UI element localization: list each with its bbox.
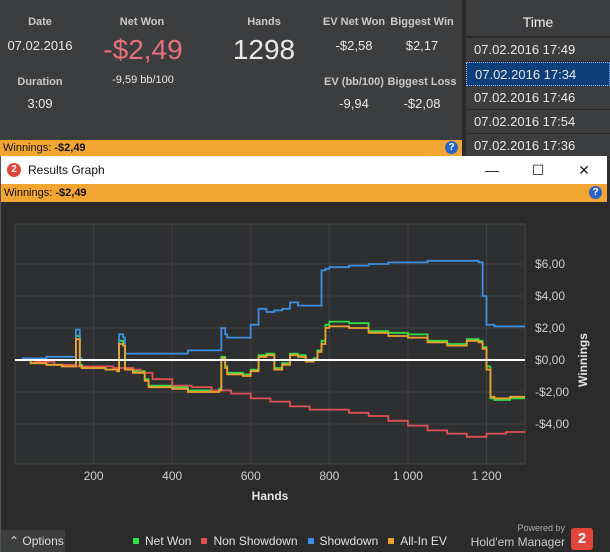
window-titlebar[interactable]: 2 Results Graph — ☐ ✕ bbox=[1, 156, 607, 184]
powered-by-branding: Powered by Hold'em Manager 2 bbox=[471, 522, 601, 552]
close-button[interactable]: ✕ bbox=[578, 162, 590, 178]
hm2-logo-icon: 2 bbox=[571, 528, 593, 550]
legend-swatch bbox=[201, 538, 208, 544]
winnings-value: -$2,49 bbox=[54, 142, 86, 154]
brand-name: Hold'em Manager bbox=[470, 535, 565, 549]
help-icon[interactable]: ? bbox=[589, 186, 602, 199]
y-tick-label: $6,00 bbox=[535, 257, 565, 271]
ev-net-won-value: -$2,58 bbox=[335, 38, 373, 53]
ev-net-won-label: EV Net Won bbox=[322, 16, 386, 28]
legend-label: Net Won bbox=[145, 534, 192, 548]
legend-swatch bbox=[388, 538, 395, 544]
winnings-bar-top: Winnings: -$2,49 ? bbox=[0, 140, 462, 156]
app-logo-icon: 2 bbox=[7, 163, 21, 177]
biggest-loss-value: -$2,08 bbox=[403, 96, 441, 111]
results-graph-window: 2 Results Graph — ☐ ✕ Winnings: -$2,49 ?… bbox=[0, 156, 607, 552]
legend-item-non-showdown[interactable]: Non Showdown bbox=[201, 533, 298, 549]
ev-bb-value: -9,94 bbox=[339, 96, 369, 111]
minimize-button[interactable]: — bbox=[485, 162, 499, 178]
maximize-button[interactable]: ☐ bbox=[531, 162, 545, 178]
y-tick-label: $2,00 bbox=[535, 321, 565, 335]
legend-swatch bbox=[133, 538, 139, 544]
x-tick-label: 800 bbox=[319, 469, 339, 483]
hands-value: 1298 bbox=[232, 34, 296, 65]
x-tick-label: 400 bbox=[162, 469, 182, 483]
legend-item-net-won[interactable]: Net Won bbox=[133, 533, 191, 549]
time-row[interactable]: 07.02.2016 17:46 bbox=[466, 86, 610, 110]
x-tick-label: 600 bbox=[241, 469, 261, 483]
legend-item-all-in-ev[interactable]: All-In EV bbox=[388, 533, 447, 549]
winnings-label: Winnings: bbox=[3, 142, 52, 154]
time-row[interactable]: 07.02.2016 17:36 bbox=[466, 134, 610, 158]
series-line-non-showdown bbox=[15, 359, 525, 438]
y-tick-label: $0,00 bbox=[535, 353, 565, 367]
x-tick-label: 200 bbox=[84, 469, 104, 483]
legend-item-showdown[interactable]: Showdown bbox=[307, 533, 379, 549]
time-column-header[interactable]: Time bbox=[466, 0, 610, 38]
chevron-up-icon: ⌃ bbox=[9, 534, 20, 548]
winnings-bar-graph: Winnings: -$2,49 ? bbox=[1, 184, 607, 202]
y-tick-label: $4,00 bbox=[535, 289, 565, 303]
series-line-all-in-ev bbox=[15, 325, 525, 400]
duration-value: 3:09 bbox=[27, 96, 53, 111]
date-value: 07.02.2016 bbox=[7, 38, 73, 53]
y-tick-label: -$4,00 bbox=[535, 417, 569, 431]
options-label: Options bbox=[22, 534, 64, 548]
date-label: Date bbox=[28, 16, 52, 28]
legend-label: All-In EV bbox=[400, 534, 447, 548]
window-title: Results Graph bbox=[28, 163, 105, 177]
session-time-list: Time 07.02.2016 17:49 07.02.2016 17:34 0… bbox=[466, 0, 610, 160]
duration-label: Duration bbox=[17, 76, 63, 88]
x-tick-label: 1 200 bbox=[471, 469, 501, 483]
legend-label: Showdown bbox=[319, 534, 379, 548]
time-row-selected[interactable]: 07.02.2016 17:34 bbox=[466, 62, 610, 86]
net-won-label: Net Won bbox=[119, 16, 165, 28]
y-tick-label: -$2,00 bbox=[535, 385, 569, 399]
biggest-loss-label: Biggest Loss bbox=[387, 76, 457, 88]
hands-label: Hands bbox=[247, 16, 281, 28]
y-axis-title: Winnings bbox=[576, 333, 590, 387]
time-row[interactable]: 07.02.2016 17:54 bbox=[466, 110, 610, 134]
winnings-label: Winnings: bbox=[4, 187, 53, 199]
biggest-win-label: Biggest Win bbox=[390, 16, 454, 28]
legend-label: Non Showdown bbox=[213, 534, 298, 548]
x-tick-label: 1 000 bbox=[393, 469, 423, 483]
x-axis-title: Hands bbox=[252, 489, 289, 503]
biggest-win-value: $2,17 bbox=[405, 38, 439, 53]
results-line-chart: 200 400 600 800 1 000 1 200 $6,00 $4,00 $2,00 $0,… bbox=[14, 223, 590, 503]
help-icon[interactable]: ? bbox=[445, 141, 458, 154]
session-stats-panel: Date 07.02.2016 Net Won -$2,49 -9,59 bb/… bbox=[0, 0, 462, 140]
options-button[interactable]: ⌃ Options bbox=[1, 530, 65, 552]
net-won-bb-value: -9,59 bb/100 bbox=[112, 74, 174, 86]
chart-legend: Net Won Non Showdown Showdown All-In EV bbox=[133, 533, 457, 549]
winnings-value: -$2,49 bbox=[55, 187, 87, 199]
ev-bb-label: EV (bb/100) bbox=[324, 76, 384, 88]
net-won-value: -$2,49 bbox=[103, 34, 183, 65]
time-row[interactable]: 07.02.2016 17:49 bbox=[466, 38, 610, 62]
legend-swatch bbox=[307, 538, 314, 544]
powered-by-label: Powered by bbox=[517, 523, 565, 533]
